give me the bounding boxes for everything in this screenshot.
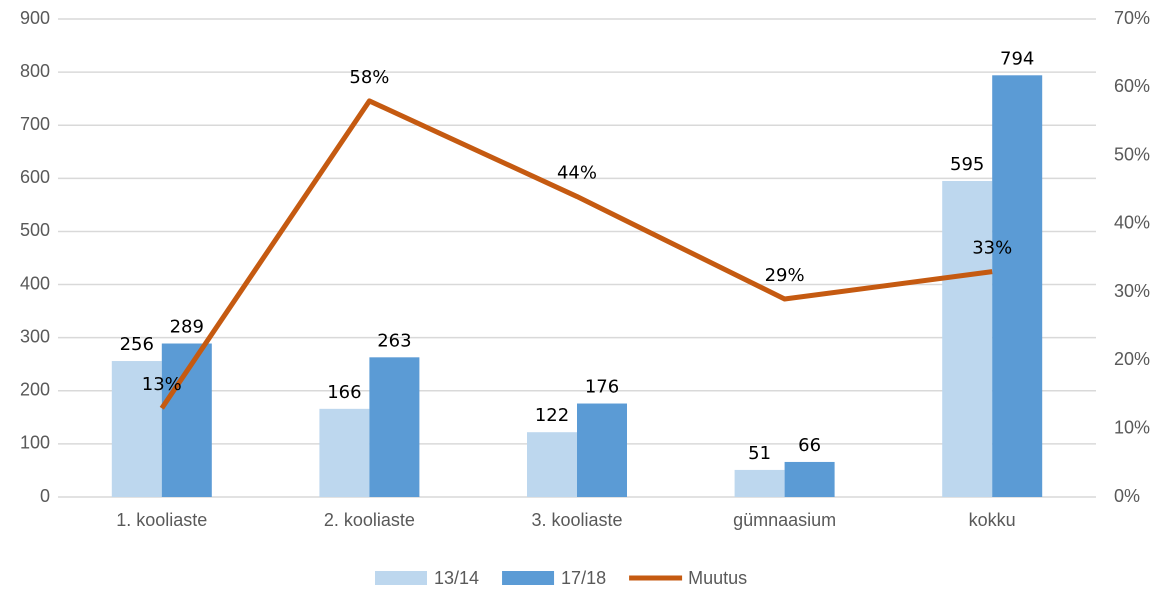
bar <box>784 461 835 497</box>
x-tick-label: 1. kooliaste <box>116 510 207 530</box>
legend-swatch <box>375 571 427 585</box>
y-tick-label: 800 <box>20 61 50 81</box>
bar <box>161 343 212 497</box>
y-tick-label: 500 <box>20 220 50 240</box>
data-label: 66 <box>798 435 821 456</box>
legend-label: 17/18 <box>561 568 606 588</box>
y2-tick-label: 70% <box>1114 8 1150 28</box>
y-tick-label: 600 <box>20 167 50 187</box>
bar <box>992 75 1043 497</box>
bar <box>369 357 420 497</box>
y2-tick-label: 20% <box>1114 349 1150 369</box>
y2-tick-label: 10% <box>1114 417 1150 437</box>
y-tick-label: 300 <box>20 326 50 346</box>
x-tick-label: gümnaasium <box>733 510 836 530</box>
y2-tick-label: 50% <box>1114 144 1150 164</box>
data-label: 176 <box>585 377 619 398</box>
data-label: 794 <box>1000 48 1034 69</box>
y2-tick-label: 30% <box>1114 281 1150 301</box>
y2-tick-label: 60% <box>1114 76 1150 96</box>
legend-swatch <box>502 571 555 585</box>
data-label: 122 <box>535 405 569 426</box>
y-tick-label: 900 <box>20 8 50 28</box>
y2-tick-label: 40% <box>1114 213 1150 233</box>
data-label: 29% <box>765 265 805 286</box>
bar <box>527 432 577 497</box>
x-tick-label: 3. kooliaste <box>531 510 622 530</box>
data-label: 13% <box>142 374 182 395</box>
y-tick-label: 200 <box>20 380 50 400</box>
line <box>159 98 993 410</box>
legend-label: 13/14 <box>434 568 479 588</box>
data-label: 289 <box>170 317 204 338</box>
data-label: 58% <box>349 67 389 88</box>
data-label: 595 <box>950 154 984 175</box>
y-tick-label: 100 <box>20 433 50 453</box>
bar <box>319 408 370 497</box>
data-label: 33% <box>972 238 1012 259</box>
y2-tick-label: 0% <box>1114 486 1140 506</box>
bar <box>111 361 162 497</box>
data-label: 51 <box>748 443 771 464</box>
y-tick-label: 400 <box>20 273 50 293</box>
x-tick-label: kokku <box>969 510 1016 530</box>
y-tick-label: 700 <box>20 114 50 134</box>
data-label: 263 <box>377 330 411 351</box>
x-tick-label: 2. kooliaste <box>324 510 415 530</box>
data-label: 44% <box>557 163 597 184</box>
y-tick-label: 0 <box>40 486 50 506</box>
legend-label: Muutus <box>688 568 747 588</box>
bar <box>577 403 627 497</box>
data-label: 166 <box>327 382 361 403</box>
data-label: 256 <box>120 334 154 355</box>
bar <box>734 469 785 497</box>
bar <box>942 180 993 497</box>
